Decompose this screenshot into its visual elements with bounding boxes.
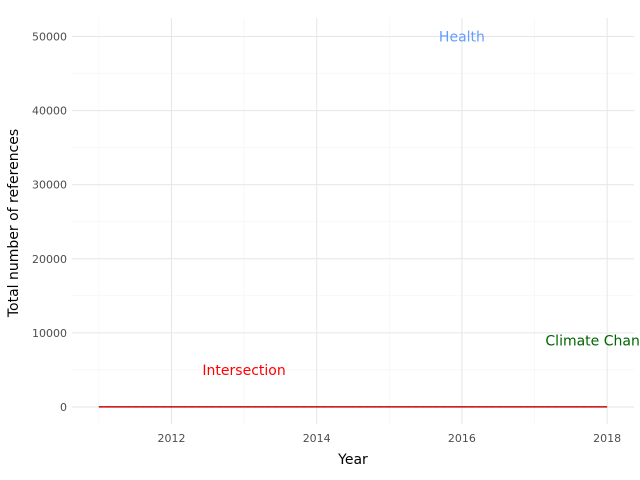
major-gridlines [72,18,634,424]
minor-gridlines [72,18,634,424]
y-tick-label: 0 [60,401,67,414]
annotation-climate-change: Climate Change [545,333,640,349]
y-tick-label: 30000 [32,179,67,192]
y-tick-label: 40000 [32,105,67,118]
annotation-intersection: Intersection [202,363,285,379]
y-tick-label: 20000 [32,253,67,266]
annotation-health: Health [439,30,485,46]
y-tick-labels: 0 10000 20000 30000 40000 50000 [32,31,67,414]
y-axis-title: Total number of references [6,129,22,318]
y-tick-label: 10000 [32,327,67,340]
x-tick-labels: 2012 2014 2016 2018 [157,432,621,445]
x-tick-label: 2012 [157,432,185,445]
x-tick-label: 2018 [593,432,621,445]
x-tick-label: 2016 [448,432,476,445]
series-annotations: Health Climate Change Intersection [202,30,640,379]
y-tick-label: 50000 [32,31,67,44]
x-axis-title: Year [337,452,368,468]
x-tick-label: 2014 [303,432,331,445]
